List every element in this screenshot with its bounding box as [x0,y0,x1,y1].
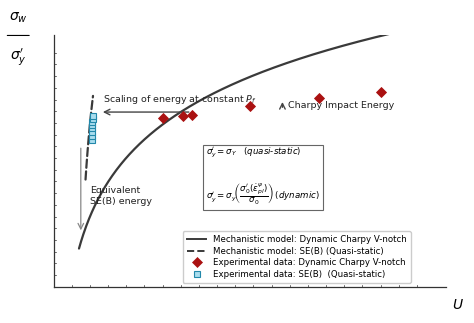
Text: $\sigma_y^{\prime}$: $\sigma_y^{\prime}$ [10,47,27,68]
Text: $\sigma_w$: $\sigma_w$ [9,11,27,26]
Text: Scaling of energy at constant $P_f$: Scaling of energy at constant $P_f$ [102,93,256,106]
Text: Equivalent
SE(B) energy: Equivalent SE(B) energy [90,186,152,206]
Text: Charpy Impact Energy: Charpy Impact Energy [288,100,394,109]
Text: $U$: $U$ [452,298,464,312]
Legend: Mechanistic model: Dynamic Charpy V-notch, Mechanistic model: SE(B) (Quasi-stati: Mechanistic model: Dynamic Charpy V-notc… [183,231,411,283]
Text: $\sigma_y^{\prime} = \sigma_Y$   $(quasi\text{-}static)$

$\sigma_y^{\prime} = \: $\sigma_y^{\prime} = \sigma_Y$ $(quasi\t… [206,146,320,207]
